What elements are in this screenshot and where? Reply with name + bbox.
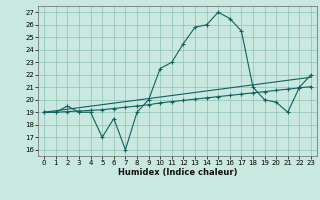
- X-axis label: Humidex (Indice chaleur): Humidex (Indice chaleur): [118, 168, 237, 177]
